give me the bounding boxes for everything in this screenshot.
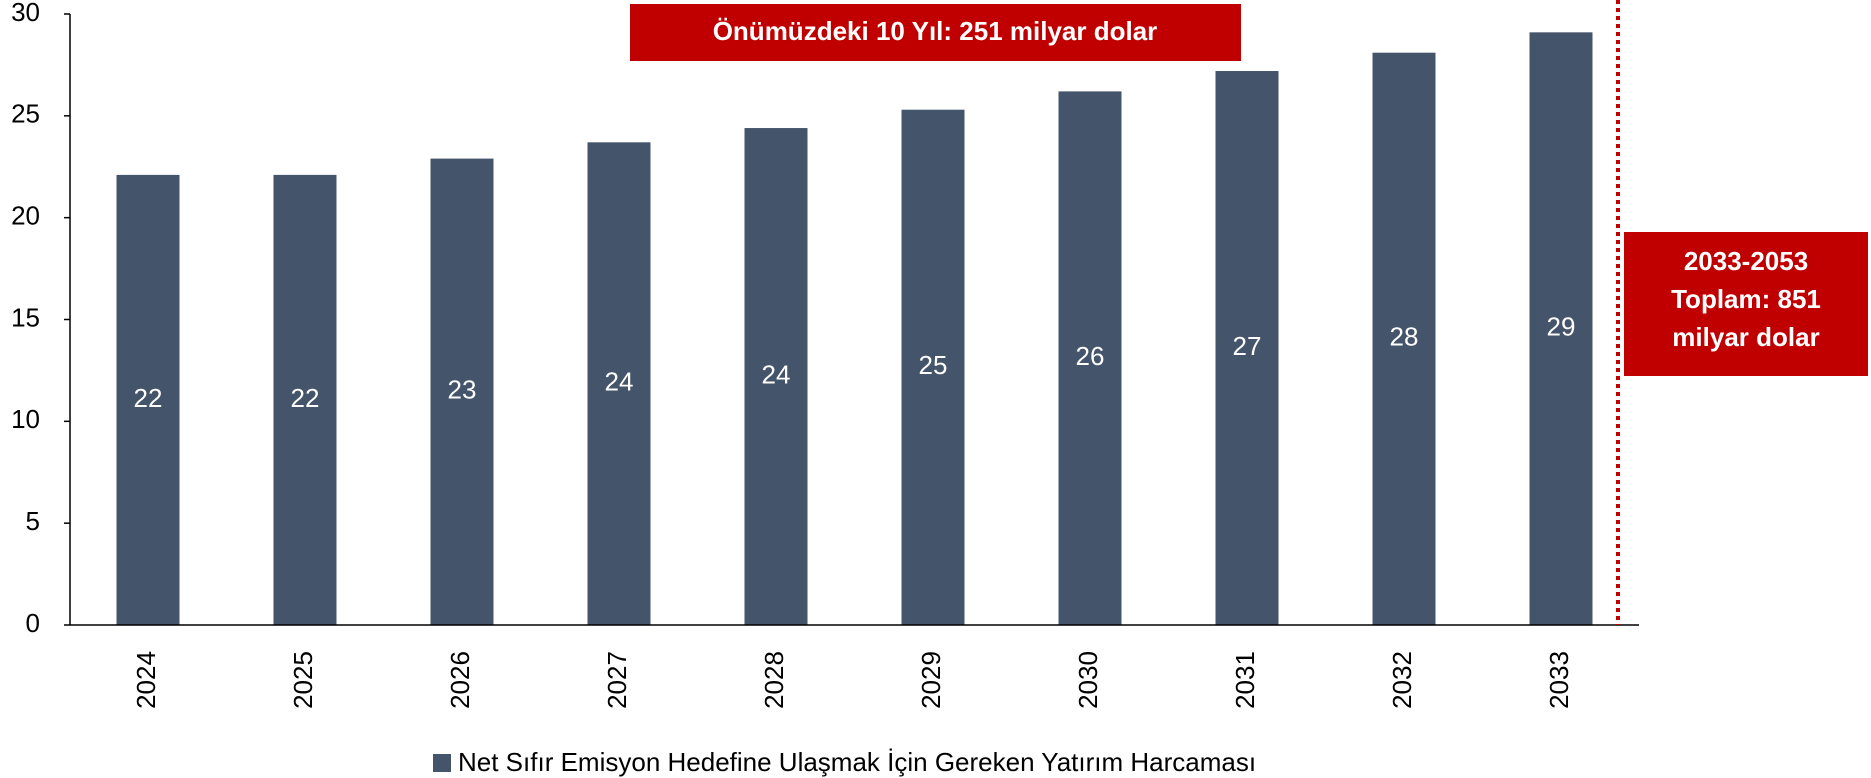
x-tick-label: 2032 bbox=[1387, 651, 1417, 709]
value-label: 22 bbox=[134, 383, 163, 413]
bar bbox=[1529, 32, 1593, 625]
bar bbox=[744, 128, 808, 625]
bar bbox=[1058, 91, 1122, 626]
bar bbox=[116, 174, 180, 625]
value-label: 27 bbox=[1233, 331, 1262, 361]
y-tick-label: 5 bbox=[26, 506, 40, 536]
y-tick-label: 10 bbox=[11, 404, 40, 434]
y-tick-label: 0 bbox=[26, 608, 40, 638]
legend-label: Net Sıfır Emisyon Hedefine Ulaşmak İçin … bbox=[458, 747, 1256, 777]
value-label: 29 bbox=[1547, 312, 1576, 342]
x-tick-label: 2031 bbox=[1230, 651, 1260, 709]
bar bbox=[1215, 71, 1279, 625]
bar bbox=[1372, 52, 1436, 626]
annotation: Toplam: 851 bbox=[1671, 284, 1821, 314]
value-label: 23 bbox=[448, 375, 477, 405]
value-label: 24 bbox=[762, 359, 791, 389]
value-label: 26 bbox=[1076, 341, 1105, 371]
annotation: 2033-2053 bbox=[1684, 246, 1808, 276]
bar bbox=[901, 109, 965, 626]
legend-swatch bbox=[433, 754, 451, 772]
value-label: 25 bbox=[919, 350, 948, 380]
bar bbox=[587, 142, 651, 625]
y-tick-label: 15 bbox=[11, 302, 40, 332]
value-label: 24 bbox=[605, 367, 634, 397]
x-tick-label: 2028 bbox=[759, 651, 789, 709]
annotation: Önümüzdeki 10 Yıl: 251 milyar dolar bbox=[713, 16, 1158, 46]
x-tick-label: 2030 bbox=[1073, 651, 1103, 709]
y-tick-label: 20 bbox=[11, 201, 40, 231]
annotation-box bbox=[1624, 232, 1868, 376]
annotation: milyar dolar bbox=[1672, 322, 1819, 352]
x-tick-label: 2033 bbox=[1544, 651, 1574, 709]
x-tick-label: 2026 bbox=[445, 651, 475, 709]
y-tick-label: 25 bbox=[11, 99, 40, 129]
bar bbox=[430, 158, 494, 625]
value-label: 28 bbox=[1390, 322, 1419, 352]
x-tick-label: 2025 bbox=[288, 651, 318, 709]
x-tick-label: 2029 bbox=[916, 651, 946, 709]
annotation-box bbox=[630, 4, 1241, 61]
x-tick-label: 2027 bbox=[602, 651, 632, 709]
y-tick-label: 30 bbox=[11, 0, 40, 27]
x-tick-label: 2024 bbox=[131, 651, 161, 709]
bar bbox=[273, 174, 337, 625]
value-label: 22 bbox=[291, 383, 320, 413]
